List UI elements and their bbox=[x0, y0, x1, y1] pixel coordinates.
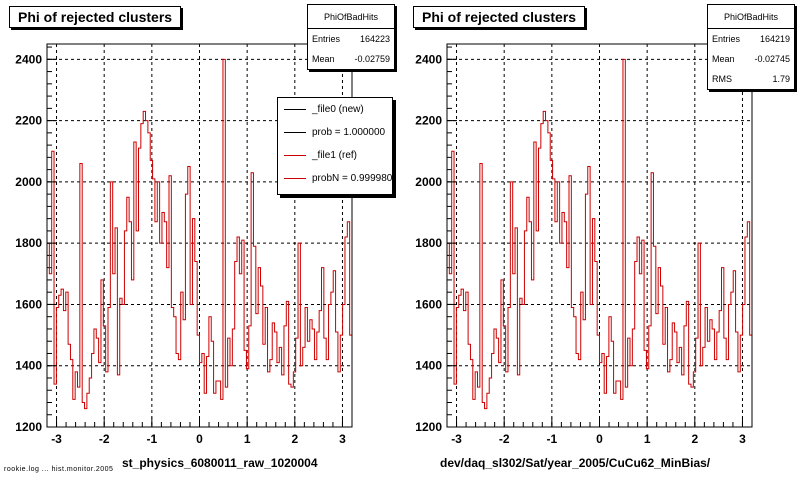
right-histogram-pad: -3 -2 -1 0 1 2 3 1200 1400 1600 1800 2000 2200 2400 P… bbox=[400, 0, 800, 480]
x-tick-label: 3 bbox=[339, 432, 346, 446]
stats-value: -0.02745 bbox=[754, 54, 790, 64]
stats-value: 164219 bbox=[759, 34, 790, 44]
y-tick-label: 2200 bbox=[415, 114, 442, 128]
y-tick-label: 1800 bbox=[415, 236, 442, 250]
left-histogram-pad: -3 -2 -1 0 1 2 3 1200 1400 1600 1800 2000 2200 2400 P… bbox=[9, 4, 395, 470]
stats-label: Mean bbox=[312, 54, 335, 64]
stats-label: Entries bbox=[312, 34, 341, 44]
legend-label: _file0 (new) bbox=[312, 104, 364, 115]
stats-name: PhiOfBadHits bbox=[308, 5, 394, 29]
legend-label: prob = 1.000000 bbox=[312, 127, 386, 138]
left-histogram-plot: -3 -2 -1 0 1 2 3 1200 1400 1600 1800 2000 2200 2400 bbox=[15, 43, 353, 446]
stats-row-rms: RMS 1.79 bbox=[708, 69, 794, 89]
stats-label: Mean bbox=[712, 54, 735, 64]
chart-title: Phi of rejected clusters bbox=[9, 6, 182, 28]
y-tick-label: 1400 bbox=[415, 359, 442, 373]
legend-swatch bbox=[284, 178, 306, 179]
stats-name: PhiOfBadHits bbox=[708, 5, 794, 29]
stats-value: 1.79 bbox=[772, 74, 790, 84]
x-tick-label: 0 bbox=[196, 432, 203, 446]
histogram-series-line bbox=[447, 58, 752, 410]
x-tick-label: -2 bbox=[499, 432, 510, 446]
x-tick-label: 2 bbox=[691, 432, 698, 446]
x-tick-label: 0 bbox=[596, 432, 603, 446]
x-tick-label: 1 bbox=[644, 432, 651, 446]
legend-entry: probN = 0.999980 bbox=[278, 167, 392, 190]
histogram-series-line bbox=[47, 58, 352, 410]
y-tick-label: 2000 bbox=[415, 175, 442, 189]
right-histogram-plot: -3 -2 -1 0 1 2 3 1200 1400 1600 1800 2000 2200 2400 bbox=[415, 43, 753, 446]
x-tick-label: -2 bbox=[99, 432, 110, 446]
stats-value: -0.02759 bbox=[354, 54, 390, 64]
legend-entry: _file0 (new) bbox=[278, 98, 392, 121]
legend: _file0 (new) prob = 1.000000 _file1 (ref… bbox=[277, 97, 393, 195]
legend-entry: prob = 1.000000 bbox=[278, 121, 392, 144]
stats-row-mean: Mean -0.02745 bbox=[708, 49, 794, 69]
x-tick-label: -3 bbox=[451, 432, 462, 446]
stats-box: PhiOfBadHits Entries 164223 Mean -0.0275… bbox=[307, 4, 395, 70]
legend-swatch bbox=[284, 155, 306, 156]
x-tick-label: -1 bbox=[547, 432, 558, 446]
y-tick-label: 1200 bbox=[415, 420, 442, 434]
y-tick-label: 1600 bbox=[415, 297, 442, 311]
chart-title: Phi of rejected clusters bbox=[413, 6, 586, 28]
stats-value: 164223 bbox=[359, 34, 390, 44]
x-axis-label: dev/daq_sl302/Sat/year_2005/CuCu62_MinBi… bbox=[440, 456, 711, 470]
y-tick-label: 1800 bbox=[15, 236, 42, 250]
x-tick-label: -1 bbox=[147, 432, 158, 446]
y-tick-label: 2400 bbox=[415, 52, 442, 66]
footer-note: rookie.log ... hist.monitor.2005 bbox=[4, 466, 114, 473]
x-tick-label: 3 bbox=[739, 432, 746, 446]
x-axis-label: st_physics_6080011_raw_1020004 bbox=[122, 456, 318, 470]
legend-swatch bbox=[284, 132, 306, 133]
legend-entry: _file1 (ref) bbox=[278, 144, 392, 167]
legend-swatch bbox=[284, 109, 306, 110]
legend-label: _file1 (ref) bbox=[312, 150, 358, 161]
stats-row-entries: Entries 164223 bbox=[308, 29, 394, 49]
x-tick-label: -3 bbox=[51, 432, 62, 446]
stats-row-entries: Entries 164219 bbox=[708, 29, 794, 49]
y-tick-label: 2200 bbox=[15, 114, 42, 128]
stats-row-mean: Mean -0.02759 bbox=[308, 49, 394, 69]
y-tick-label: 1600 bbox=[15, 297, 42, 311]
y-tick-label: 2000 bbox=[15, 175, 42, 189]
y-tick-label: 2400 bbox=[15, 52, 42, 66]
y-tick-label: 1200 bbox=[15, 420, 42, 434]
x-tick-label: 2 bbox=[291, 432, 298, 446]
legend-label: probN = 0.999980 bbox=[312, 173, 393, 184]
stats-box: PhiOfBadHits Entries 164219 Mean -0.0274… bbox=[707, 4, 795, 90]
stats-label: Entries bbox=[712, 34, 741, 44]
x-tick-label: 1 bbox=[244, 432, 251, 446]
stats-label: RMS bbox=[712, 74, 732, 84]
y-tick-label: 1400 bbox=[15, 359, 42, 373]
